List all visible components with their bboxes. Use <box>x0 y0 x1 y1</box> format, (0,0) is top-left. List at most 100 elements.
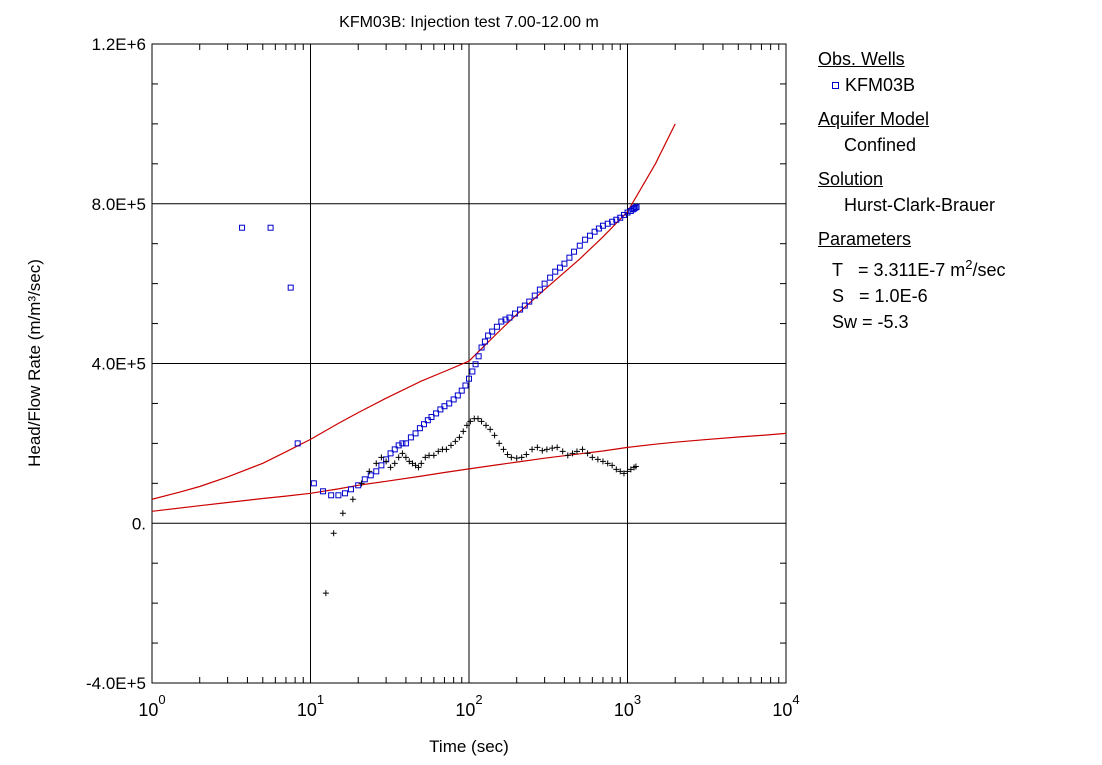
data-point-square <box>633 203 640 210</box>
data-point-square <box>407 434 414 441</box>
data-point-square <box>239 224 246 231</box>
y-tick-label: 4.0E+5 <box>92 355 146 374</box>
grid-lines <box>151 43 787 684</box>
param-sw-value: = -5.3 <box>862 312 909 332</box>
data-point-square <box>420 421 427 428</box>
data-point-square <box>387 450 394 457</box>
data-point-square <box>511 310 518 317</box>
data-point-plus <box>624 468 631 475</box>
data-point-square <box>587 232 594 239</box>
parameters-heading: Parameters <box>818 229 912 249</box>
data-point-square <box>412 430 419 437</box>
data-point-square <box>294 440 301 447</box>
data-point-plus <box>504 451 511 458</box>
data-point-plus <box>573 448 580 455</box>
data-point-plus <box>609 462 616 469</box>
data-point-plus <box>430 452 437 459</box>
x-tick-label: 102 <box>455 692 482 720</box>
y-tick-label: 1.2E+6 <box>92 35 146 54</box>
data-point-square <box>475 353 482 360</box>
minor-ticks <box>152 44 786 683</box>
param-s-value: = 1.0E-6 <box>859 286 928 306</box>
data-point-square <box>481 338 488 345</box>
y-tick-label: 8.0E+5 <box>92 195 146 214</box>
data-point-plus <box>632 463 639 470</box>
data-point-square <box>416 425 423 432</box>
data-point-square <box>591 228 598 235</box>
data-point-plus <box>508 454 515 461</box>
data-point-square <box>373 468 380 475</box>
data-point-square <box>355 482 362 489</box>
model-curves <box>152 123 786 512</box>
data-point-square <box>489 328 496 335</box>
model-curve-2 <box>152 432 786 512</box>
data-point-plus <box>463 422 470 429</box>
param-t-name: T <box>832 260 843 280</box>
data-point-square <box>347 486 354 493</box>
data-point-plus <box>415 464 422 471</box>
data-point-square <box>433 410 440 417</box>
solution-value: Hurst-Clark-Brauer <box>844 195 996 215</box>
data-point-plus <box>554 444 561 451</box>
data-point-plus <box>460 428 467 435</box>
x-tick-labels: 100 101 102 103 104 <box>138 692 799 720</box>
data-point-square <box>450 396 457 403</box>
data-point-square <box>624 209 631 216</box>
data-point-square <box>446 400 453 407</box>
data-point-square <box>485 332 492 339</box>
well-name: KFM03B <box>845 75 916 95</box>
x-axis-label: Time (sec) <box>429 737 509 756</box>
data-point-plus <box>435 448 442 455</box>
data-point-plus <box>467 418 474 425</box>
data-point-plus <box>549 445 556 452</box>
data-point-square <box>472 361 479 368</box>
data-point-plus <box>387 464 394 471</box>
data-point-square <box>506 314 513 321</box>
data-point-plus <box>594 456 601 463</box>
data-point-square <box>541 280 548 287</box>
data-point-square <box>310 480 317 487</box>
model-curve-1 <box>152 123 676 500</box>
data-point-square <box>561 260 568 267</box>
data-point-square <box>399 440 406 447</box>
x-tick-label: 100 <box>138 692 165 720</box>
data-point-plus <box>584 450 591 457</box>
data-point-square <box>287 284 294 291</box>
data-point-square <box>613 216 620 223</box>
data-point-square <box>424 417 431 424</box>
data-point-square <box>466 375 472 382</box>
data-point-plus <box>475 415 482 422</box>
data-point-plus <box>534 444 541 451</box>
data-point-square <box>328 492 335 499</box>
data-point-square <box>335 492 342 499</box>
data-point-square <box>609 218 616 225</box>
x-tick-label: 104 <box>772 692 799 720</box>
legend-panel: Obs. Wells KFM03B Aquifer Model Confined… <box>818 46 1098 335</box>
data-point-plus <box>543 446 550 453</box>
data-point-plus <box>482 422 489 429</box>
data-point-square <box>267 224 274 231</box>
data-point-square <box>502 316 509 323</box>
data-point-square <box>458 387 465 394</box>
data-point-square <box>582 236 589 243</box>
data-point-square <box>547 274 554 281</box>
data-point-plus <box>604 460 611 467</box>
data-point-plus <box>513 455 520 462</box>
plot-area-frame <box>151 43 787 684</box>
data-point-plus <box>366 468 373 475</box>
data-point-square <box>454 392 461 399</box>
data-point-plus <box>579 446 586 453</box>
data-point-plus <box>529 446 536 453</box>
data-point-plus <box>518 454 525 461</box>
data-point-square <box>493 323 500 330</box>
data-point-square <box>498 318 505 325</box>
param-t-unit: /sec <box>972 260 1006 280</box>
y-axis-label: Head/Flow Rate (m/m³/sec) <box>25 259 44 467</box>
data-point-plus <box>339 510 346 517</box>
data-point-plus <box>456 434 463 441</box>
param-s-name: S <box>832 286 845 306</box>
aquifer-model-heading: Aquifer Model <box>818 109 930 129</box>
data-point-plus <box>539 447 546 454</box>
data-point-square <box>462 382 469 389</box>
data-point-plus <box>564 452 571 459</box>
